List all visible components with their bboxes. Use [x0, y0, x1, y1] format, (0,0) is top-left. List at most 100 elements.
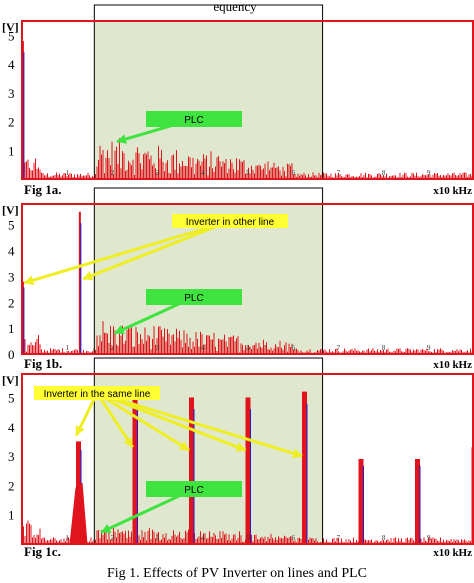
- panel-label: Fig 1a.: [24, 182, 62, 197]
- y-tick-label: 2: [8, 115, 15, 130]
- annotation-box: [146, 481, 242, 497]
- y-tick-label: 0: [8, 347, 15, 362]
- plc-annotation: PLC: [116, 111, 242, 144]
- y-tick-label: 4: [8, 244, 15, 259]
- x-tick-label: 6: [291, 534, 295, 542]
- x-tick-label: 4: [201, 169, 205, 177]
- annotation-arrow: [23, 219, 231, 285]
- header-text: equency: [213, 0, 257, 14]
- x-tick-label: 6: [291, 344, 295, 352]
- annotation-arrowhead: [235, 442, 246, 452]
- x-tick-label: 7: [337, 169, 341, 177]
- x-tick-label: 5: [246, 169, 250, 177]
- y-axis-label: [V]: [2, 373, 19, 387]
- plc-annotation: PLC: [100, 481, 242, 534]
- annotation-text: PLC: [184, 115, 203, 126]
- x-tick-label: 1: [65, 169, 69, 177]
- plot-frame: [21, 20, 474, 180]
- annotation-box: [146, 289, 242, 305]
- annotation-text: PLC: [184, 293, 203, 304]
- x-tick-label: 3: [156, 344, 160, 352]
- highlight-band: [94, 21, 323, 179]
- annotation-arrow: [95, 392, 134, 449]
- peak-skirt: [69, 482, 88, 544]
- annotation-text: Inverter in other line: [186, 217, 275, 228]
- x-tick-label: 1: [65, 344, 69, 352]
- y-tick-label: 2: [8, 295, 15, 310]
- annotation-text: Inverter in the same line: [44, 389, 151, 400]
- panel-label: Fig 1c.: [24, 544, 61, 559]
- y-tick-label: 3: [8, 269, 15, 284]
- spectrum-peak: [78, 211, 82, 354]
- peak-bar: [358, 459, 364, 544]
- x-tick-label: 3: [156, 534, 160, 542]
- x-axis-label: x10 kHz: [433, 359, 472, 371]
- annotation-arrowhead: [178, 441, 190, 451]
- plc-annotation: PLC: [114, 289, 242, 335]
- annotation-arrowhead: [75, 425, 85, 436]
- spectrum-peak: [245, 397, 251, 544]
- x-tick-label: 7: [337, 344, 341, 352]
- annotation-text: PLC: [184, 485, 203, 496]
- x-axis-label: x10 kHz: [433, 185, 472, 197]
- annotation-arrowhead: [114, 325, 125, 335]
- annotation-arrow: [82, 219, 231, 281]
- x-tick-label: 5: [246, 344, 250, 352]
- panel-label: Fig 1b.: [24, 356, 62, 371]
- x-tick-label: 4: [201, 344, 205, 352]
- x-tick-label: 2: [111, 169, 115, 177]
- x-tick-label: 4: [201, 534, 205, 542]
- annotation-arrowhead: [116, 134, 127, 144]
- annotation-box: [146, 111, 242, 127]
- spectrum-peak: [189, 397, 195, 544]
- inverter-annotation: Inverter in the same line: [34, 386, 303, 459]
- y-tick-label: 1: [8, 143, 15, 158]
- y-tick-label: 3: [8, 86, 15, 101]
- figure-caption: Fig 1. Effects of PV Inverter on lines a…: [107, 566, 367, 581]
- spectrum-peak: [415, 459, 421, 544]
- y-tick-label: 1: [8, 508, 15, 523]
- spectrum-peak: [302, 391, 308, 544]
- x-tick-label: 8: [382, 344, 386, 352]
- annotation-arrow: [96, 391, 247, 452]
- plot-frame: [21, 373, 474, 545]
- y-axis-label: [V]: [2, 20, 19, 34]
- spectrum-peak: [69, 441, 88, 544]
- y-tick-label: 5: [8, 28, 15, 43]
- annotation-arrowhead: [24, 275, 35, 286]
- annotation-arrowhead: [101, 523, 112, 534]
- inverter-annotation: Inverter in other line: [23, 214, 288, 286]
- y-tick-label: 2: [8, 478, 15, 493]
- x-tick-label: 6: [291, 169, 295, 177]
- x-tick-label: 7: [337, 534, 341, 542]
- annotation-arrowhead: [292, 448, 303, 459]
- x-tick-label: 9: [427, 169, 431, 177]
- x-tick-label: 9: [427, 534, 431, 542]
- x-tick-label: 8: [382, 169, 386, 177]
- peak-bar: [302, 391, 307, 544]
- y-axis-label: [V]: [2, 203, 19, 217]
- x-tick-label: 1: [65, 534, 69, 542]
- plot-frame: [21, 203, 474, 355]
- y-tick-label: 4: [8, 420, 15, 435]
- y-tick-label: 1: [8, 321, 15, 336]
- annotation-arrowhead: [83, 271, 94, 281]
- peak-bar: [132, 391, 138, 544]
- peak-bar: [78, 211, 81, 354]
- spectrum-peak: [358, 459, 364, 544]
- annotation-arrowhead: [123, 437, 133, 448]
- x-tick-label: 5: [246, 534, 250, 542]
- x-axis-label: x10 kHz: [433, 547, 472, 559]
- annotation-arrow: [96, 391, 191, 452]
- peak-bar: [245, 397, 251, 544]
- annotation-arrow: [96, 391, 303, 458]
- x-tick-label: 8: [382, 534, 386, 542]
- annotation-box: [172, 214, 288, 228]
- x-tick-label: 9: [427, 344, 431, 352]
- x-tick-label: 3: [156, 169, 160, 177]
- y-tick-label: 3: [8, 449, 15, 464]
- x-tick-label: 2: [111, 344, 115, 352]
